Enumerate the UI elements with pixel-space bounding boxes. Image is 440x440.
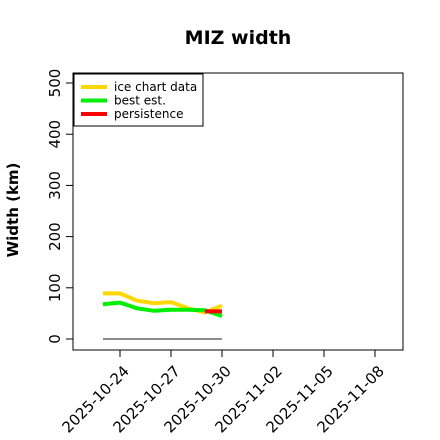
- legend-box: [73, 73, 204, 127]
- legend-label: best est.: [114, 94, 166, 108]
- plot-frame: [72, 72, 404, 351]
- series-line-1: [102, 300, 223, 318]
- x-axis: 2025-10-242025-10-272025-10-302025-11-02…: [58, 350, 388, 436]
- legend-label: ice chart data: [114, 80, 197, 94]
- y-tick-label: 400: [46, 120, 64, 149]
- y-tick-label: 500: [46, 69, 64, 98]
- y-tick-label: 200: [46, 222, 64, 251]
- y-tick-label: 300: [46, 171, 64, 200]
- chart-title: MIZ width: [185, 27, 292, 49]
- y-axis-label: Width (km): [4, 163, 22, 258]
- y-tick-label: 100: [46, 273, 64, 302]
- legend-label: persistence: [114, 107, 183, 121]
- series-layer: [102, 291, 223, 340]
- y-tick-label: 0: [46, 334, 64, 344]
- y-axis: 0 100 200 300 400 500: [46, 69, 73, 344]
